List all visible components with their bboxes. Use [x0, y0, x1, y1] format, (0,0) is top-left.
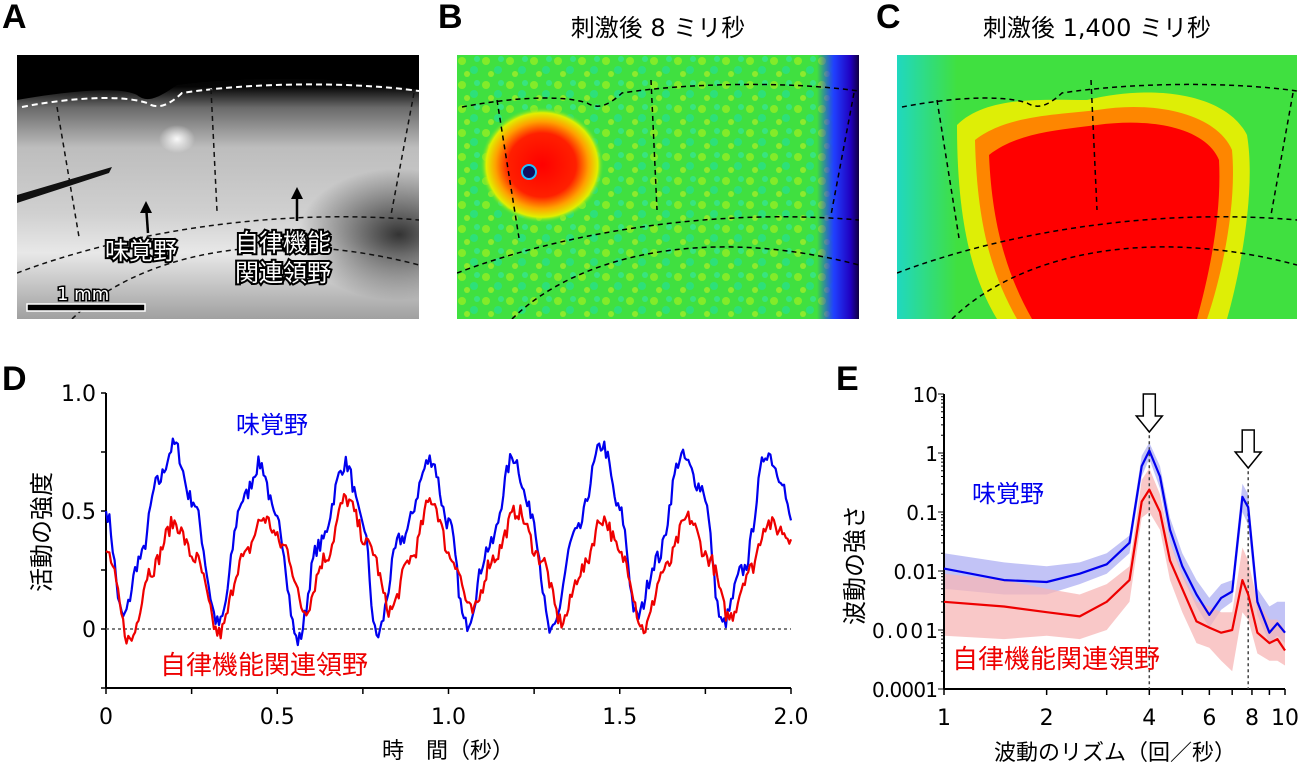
chart-d-series-autonomic: [105, 493, 793, 645]
panel-letter-d: D: [2, 360, 27, 398]
surface-boundary: [461, 83, 859, 108]
chart-d-annotation-autonomic: 自律機能関連領野: [160, 651, 368, 681]
chart-e-y-tick-label: 1: [925, 442, 938, 466]
panel-b-svg: [457, 55, 859, 319]
peak-arrow-down-icon: [1233, 429, 1263, 470]
label-autonomic-line2: 関連領野: [235, 259, 331, 287]
chart-d-y-tick-label: 0: [82, 618, 96, 643]
activation-core: [989, 122, 1220, 319]
chart-e-y-tick-label: 0.001: [872, 619, 938, 643]
layer-boundary-1: [457, 216, 859, 274]
area-border-3: [1270, 92, 1294, 216]
surface-boundary: [901, 83, 1297, 108]
layer-boundary-2: [951, 246, 1297, 319]
chart-d-lines: [104, 437, 793, 647]
layer-boundary-1: [17, 216, 419, 274]
layer-boundary-2: [511, 246, 859, 319]
panel-b-heatmap-image: [457, 55, 859, 319]
chart-e-series-autonomic: [943, 488, 1286, 652]
chart-e-y-tick-label: 0.1: [906, 501, 938, 525]
chart-e-ylabel: 波動の強さ: [841, 505, 869, 625]
panel-letter-b: B: [438, 0, 463, 36]
area-border-1: [56, 106, 80, 238]
surface-boundary: [21, 83, 419, 108]
chart-d-x-tick-label: 0.5: [260, 705, 295, 730]
chart-e-y-tick-label: 0.01: [893, 560, 938, 584]
chart-e-band-autonomic: [944, 468, 1285, 672]
label-autonomic-line1: 自律機能: [235, 229, 331, 257]
label-gustatory-cortex: 味覚野: [105, 237, 177, 265]
blue-edge: [817, 55, 859, 319]
chart-e-axes: 0.0001 0.001 0.01 0.1 1 10 1 2 4 6 8 10: [872, 383, 1299, 731]
panel-c-title: 刺激後 1,400 ミリ秒: [983, 14, 1211, 42]
chart-d-x-tick-label: 1.5: [602, 705, 637, 730]
chart-d-x-tick-label: 2.0: [774, 705, 809, 730]
stimulation-site: [521, 164, 537, 180]
chart-d-y-tick-label: 1.0: [61, 382, 96, 407]
chart-d-series-gustatory: [104, 437, 793, 647]
chart-e-annotation-gustatory: 味覚野: [972, 480, 1044, 508]
layer-boundary-2: [71, 246, 419, 319]
chart-e: 0.0001 0.001 0.01 0.1 1 10 1 2 4 6 8 10 味覚野 自律機能関連領…: [841, 383, 1299, 766]
panel-a-svg: 味覚野 自律機能 関連領野 1 mm: [17, 55, 419, 319]
arrow-up-icon: [291, 187, 303, 221]
chart-e-x-tick-label: 8: [1245, 706, 1259, 731]
panel-letter-a: A: [2, 0, 27, 36]
chart-e-x-tick-label: 4: [1142, 706, 1156, 731]
chart-e-annotation-autonomic: 自律機能関連領野: [952, 645, 1160, 675]
chart-d: 0 0.5 1.0 0 0.5 1.0 1.5 2.0 味覚野 自律機能関連領野 時 間（秒）…: [28, 382, 809, 764]
area-border-2: [210, 88, 218, 212]
layer-boundary-1: [897, 216, 1297, 274]
chart-d-ylabel: 活動の強度: [28, 472, 56, 592]
panel-b-title: 刺激後 8 ミリ秒: [570, 14, 746, 42]
scale-bar-label: 1 mm: [57, 284, 109, 305]
chart-e-series-gustatory: [943, 449, 1286, 634]
chart-d-x-tick-label: 0: [99, 705, 113, 730]
panel-a-slice-image: 味覚野 自律機能 関連領野 1 mm: [17, 55, 419, 319]
chart-e-xlabel: 波動のリズム（回／秒）: [994, 741, 1236, 766]
peak-arrow-down-icon: [1134, 393, 1164, 434]
chart-e-x-tick-label: 2: [1040, 706, 1054, 731]
chart-e-y-tick-label: 10: [913, 383, 938, 407]
activation-hotspot: [480, 107, 604, 223]
chart-d-x-tick-label: 1.0: [431, 705, 466, 730]
area-border-2: [650, 79, 658, 211]
panel-c-heatmap-image: [897, 55, 1297, 319]
electrode-shadow: [17, 167, 112, 203]
chart-d-annotation-gustatory: 味覚野: [236, 411, 308, 439]
panel-c-svg: [897, 55, 1297, 319]
bright-spot: [159, 125, 195, 153]
area-border-3: [390, 92, 415, 216]
scale-bar: [26, 303, 146, 312]
chart-e-bands: [944, 442, 1285, 672]
chart-e-x-tick-label: 6: [1202, 706, 1216, 731]
chart-e-lines: [943, 449, 1286, 652]
chart-e-y-tick-label: 0.0001: [872, 678, 938, 702]
chart-e-x-tick-label: 10: [1271, 706, 1299, 731]
panel-letter-c: C: [876, 0, 901, 36]
chart-d-y-tick-label: 0.5: [61, 500, 96, 525]
area-border-3: [830, 92, 855, 216]
arrow-up-icon: [140, 201, 152, 234]
area-border-2: [1090, 79, 1098, 211]
panel-letter-e: E: [836, 360, 859, 398]
chart-e-x-tick-label: 1: [937, 706, 951, 731]
chart-d-xlabel: 時 間（秒）: [382, 739, 514, 764]
